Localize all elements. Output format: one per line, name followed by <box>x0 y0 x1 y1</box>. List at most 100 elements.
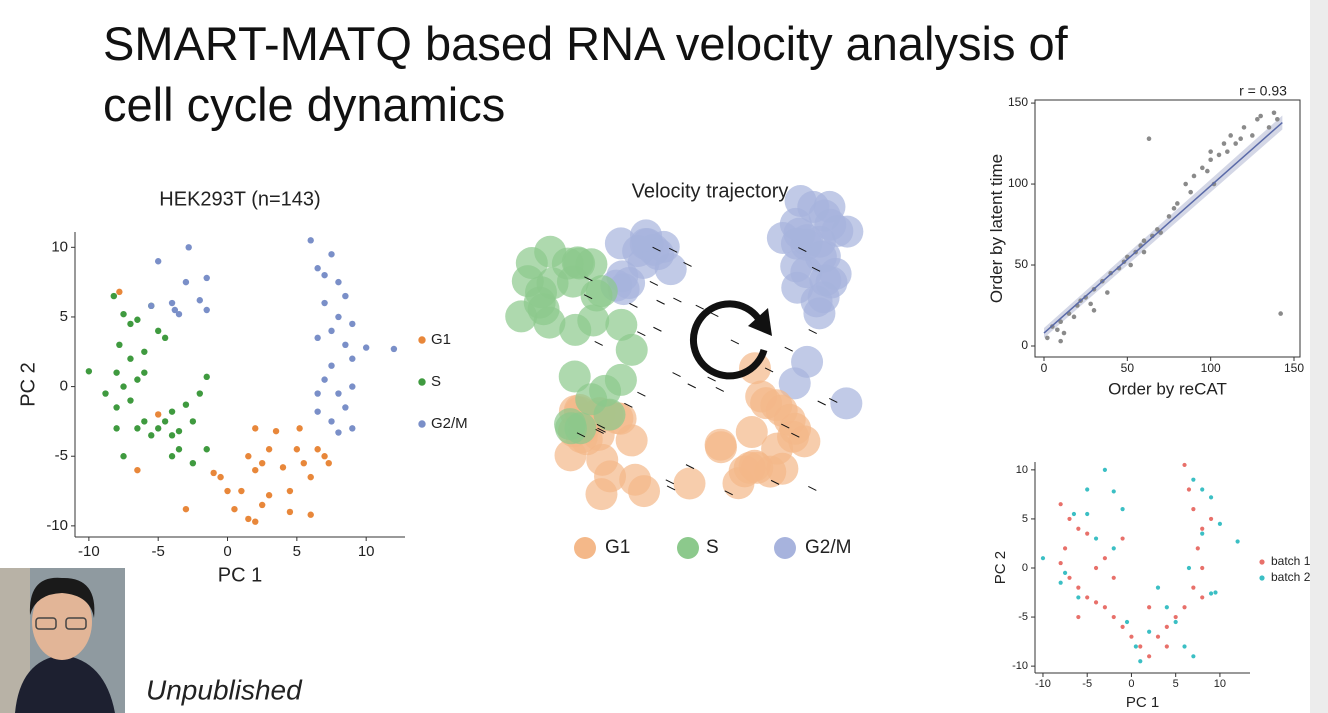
point <box>127 355 134 362</box>
point <box>1235 539 1240 544</box>
legend-swatch <box>1259 559 1265 565</box>
point <box>110 292 118 300</box>
point <box>1141 238 1147 244</box>
legend-label: G1 <box>605 537 630 558</box>
velocity-arrow <box>576 432 586 438</box>
point <box>175 310 183 318</box>
point <box>307 237 314 244</box>
point <box>286 508 294 516</box>
point <box>189 459 197 467</box>
point <box>154 327 162 335</box>
point <box>1067 516 1072 522</box>
point <box>349 383 356 390</box>
cell-blob <box>558 360 591 393</box>
velocity-arrow <box>808 329 817 335</box>
chart-title: HEK293T (n=143) <box>159 188 320 210</box>
point <box>1062 546 1068 551</box>
velocity-arrow <box>672 372 681 378</box>
point <box>154 411 162 418</box>
point <box>335 278 342 286</box>
point <box>1200 487 1205 492</box>
point <box>296 425 303 432</box>
point <box>1128 262 1133 268</box>
point <box>1085 531 1090 536</box>
point <box>113 369 120 376</box>
point <box>1091 308 1097 313</box>
point <box>1085 511 1090 517</box>
cell-blob <box>788 425 821 458</box>
point <box>161 418 169 425</box>
point <box>1186 565 1192 571</box>
x-tick-label: 150 <box>1284 361 1304 375</box>
point <box>1188 189 1193 195</box>
point <box>1093 536 1099 541</box>
point <box>1067 575 1072 580</box>
legend-label: S <box>706 537 719 558</box>
point <box>1221 141 1227 146</box>
point <box>168 432 176 439</box>
velocity-arrow <box>829 397 838 403</box>
point <box>154 258 162 265</box>
point <box>1258 113 1263 119</box>
edge-strip <box>1310 0 1328 713</box>
point <box>182 401 190 408</box>
velocity-arrow <box>730 339 740 345</box>
point <box>1275 116 1280 122</box>
point <box>1120 507 1125 512</box>
point <box>1088 301 1093 307</box>
y-tick-label: 0 <box>60 378 68 395</box>
point <box>1225 149 1230 154</box>
point <box>286 487 294 495</box>
point <box>1182 605 1187 610</box>
point <box>148 432 155 439</box>
cell-blob <box>615 333 648 366</box>
point <box>335 390 342 397</box>
y-tick-label: 100 <box>1008 176 1028 190</box>
velocity-arrow <box>666 485 676 491</box>
y-tick-label: -10 <box>1012 660 1028 672</box>
velocity-arrow <box>715 387 725 392</box>
cell-blob <box>515 247 548 280</box>
point <box>1208 516 1214 522</box>
point <box>1216 152 1222 158</box>
y-tick-label: 50 <box>1015 257 1029 271</box>
point <box>1111 546 1116 551</box>
point <box>1228 133 1233 138</box>
point <box>279 464 287 471</box>
point <box>1166 214 1172 219</box>
point <box>1173 614 1178 620</box>
point <box>1200 526 1205 531</box>
y-tick-label: 150 <box>1008 95 1028 109</box>
y-tick-label: -5 <box>55 447 68 464</box>
point <box>321 453 328 460</box>
cell-blob <box>704 431 737 464</box>
legend-swatch <box>418 336 426 344</box>
point <box>127 397 134 404</box>
point <box>1071 314 1077 320</box>
point <box>1191 654 1196 659</box>
legend-swatch <box>1259 575 1265 581</box>
x-axis-label: PC 1 <box>1126 694 1159 711</box>
point <box>161 334 169 342</box>
point <box>120 310 127 318</box>
point <box>1175 201 1180 206</box>
velocity-arrow <box>624 402 633 408</box>
velocity-arrow <box>808 486 817 491</box>
point <box>1102 467 1107 472</box>
point <box>1200 595 1205 600</box>
point <box>362 344 370 351</box>
cell-blob <box>630 219 663 252</box>
point <box>245 453 252 460</box>
cell-blob <box>791 345 824 378</box>
legend-swatch <box>574 537 596 559</box>
point <box>1093 565 1099 571</box>
point <box>1120 624 1125 629</box>
x-tick-label: 100 <box>1201 361 1221 375</box>
point <box>328 327 335 335</box>
point <box>1205 168 1210 174</box>
velocity-arrow <box>594 341 603 346</box>
point <box>1155 634 1161 639</box>
legend-swatch <box>418 378 426 386</box>
point <box>1208 157 1213 163</box>
